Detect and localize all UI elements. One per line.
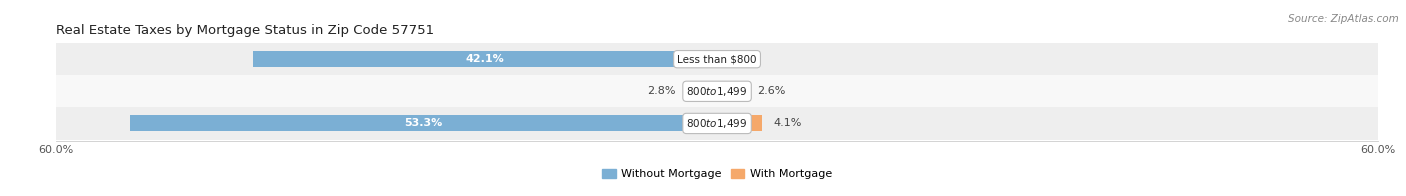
Bar [253,51,717,67]
Text: 53.3%: 53.3% [405,118,443,128]
Text: 42.1%: 42.1% [465,54,505,64]
Text: 0.0%: 0.0% [728,54,756,64]
Legend: Without Mortgage, With Mortgage: Without Mortgage, With Mortgage [598,164,837,184]
Bar [686,83,717,99]
Text: Less than $800: Less than $800 [678,54,756,64]
Text: 2.6%: 2.6% [756,86,785,96]
Text: Real Estate Taxes by Mortgage Status in Zip Code 57751: Real Estate Taxes by Mortgage Status in … [56,24,434,37]
Bar [129,115,717,132]
Bar [56,107,1378,140]
Bar [56,75,1378,107]
Text: Source: ZipAtlas.com: Source: ZipAtlas.com [1288,14,1399,24]
Bar [717,115,762,132]
Text: 4.1%: 4.1% [773,118,801,128]
Text: $800 to $1,499: $800 to $1,499 [686,85,748,98]
Text: 2.8%: 2.8% [647,86,675,96]
Text: $800 to $1,499: $800 to $1,499 [686,117,748,130]
Bar [56,43,1378,75]
Bar [717,83,745,99]
